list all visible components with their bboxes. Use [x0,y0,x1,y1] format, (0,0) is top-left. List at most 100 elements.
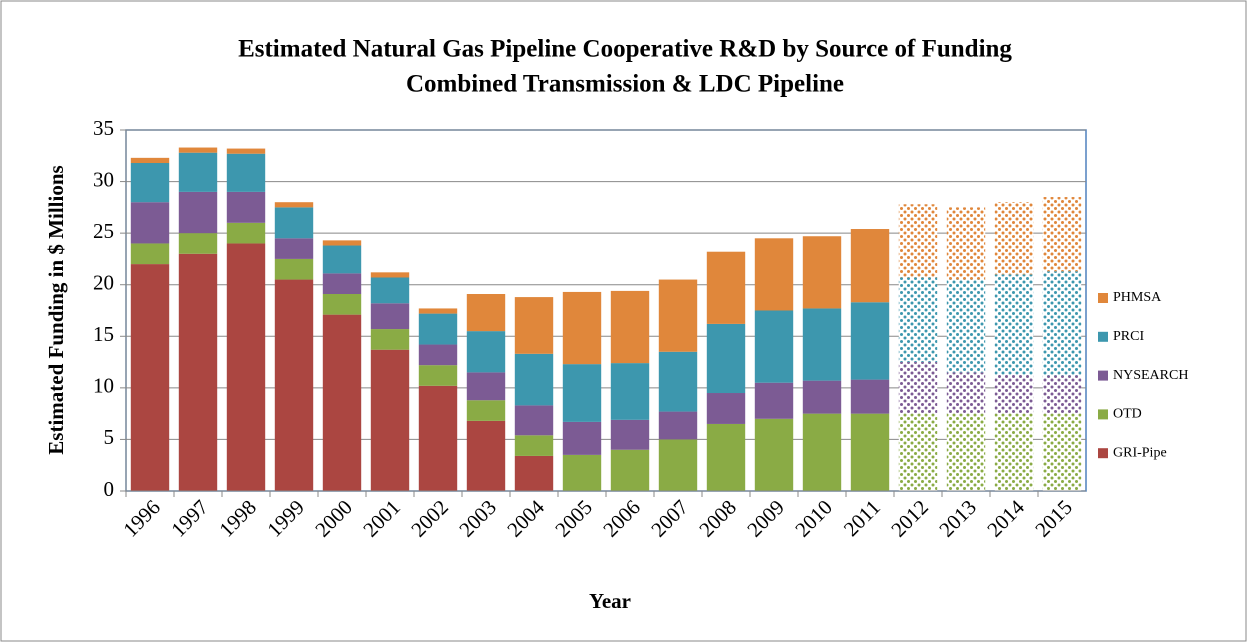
bar-segment [754,382,794,419]
bar-segment [610,449,650,491]
bar-segment [706,423,746,491]
bar-segment [562,421,602,455]
bar-segment [1042,375,1082,414]
bar-segment [802,236,842,309]
bar-segment [418,308,458,314]
chart-subtitle: Combined Transmission & LDC Pipeline [406,71,844,98]
bar-segment [226,148,266,154]
legend-swatch [1098,370,1108,381]
bar-segment [562,364,602,422]
bar-segment [850,229,890,303]
bar-segment [370,329,410,350]
bar-segment [850,379,890,414]
bar-segment [1042,271,1082,376]
bar-segment [226,191,266,223]
bar-segment [658,411,698,440]
bar-segment [322,240,362,246]
y-axis-label: Estimated Funding in $ Millions [44,165,68,454]
bar-segment [322,314,362,491]
bar-segment [898,413,938,491]
bar-segment [130,243,170,265]
bar-segment [370,272,410,278]
bar-segment [178,152,218,192]
bar-segment [370,277,410,304]
legend-swatch [1098,409,1108,420]
bar-segment [706,323,746,394]
bar-segment [514,455,554,491]
bar-segment [370,349,410,491]
bar-segment [274,258,314,280]
bar-segment [226,153,266,192]
bar-segment [226,222,266,244]
y-tick-label: 5 [104,425,115,449]
bar-segment [322,245,362,274]
bar-segment [802,413,842,491]
bar-segment [754,238,794,311]
bar-segment [178,233,218,254]
bar-segment [466,420,506,491]
legend-swatch [1098,293,1108,303]
bar-segment [130,157,170,164]
bar-segment [418,344,458,366]
bar-segment [706,393,746,424]
x-axis-label: Year [589,589,631,613]
bar-segment [274,207,314,239]
bar-segment [370,303,410,330]
bar-segment [274,279,314,491]
bar-segment [418,365,458,386]
bar-segment [898,204,938,278]
bar-segment [946,372,986,414]
bar-segment [850,413,890,491]
bar-segment [610,363,650,420]
legend-label: GRI-Pipe [1113,445,1167,460]
bar-segment [946,207,986,280]
bar-segment [610,290,650,364]
legend-label: NYSEARCH [1113,368,1188,383]
bar-segment [418,313,458,345]
y-tick-label: 25 [93,219,114,243]
bar-segment [850,302,890,380]
bar-segment [466,400,506,421]
chart-title: Estimated Natural Gas Pipeline Cooperati… [238,36,1012,63]
bar-segment [130,163,170,203]
legend-label: PHMSA [1113,290,1162,305]
bar-segment [994,374,1034,414]
y-tick-label: 0 [104,477,115,501]
bar-segment [754,418,794,491]
bar-segment [658,439,698,491]
bar-segment [898,362,938,414]
bar-segment [946,279,986,373]
bar-segment [610,419,650,450]
bar-segment [802,308,842,381]
bar-segment [178,191,218,234]
bar-segment [658,351,698,412]
bar-segment [130,264,170,491]
bar-segment [466,293,506,332]
y-tick-label: 10 [93,374,114,398]
bar-segment [130,202,170,244]
legend-label: OTD [1113,407,1142,422]
bar-segment [562,291,602,365]
bar-segment [274,202,314,208]
bar-segment [706,251,746,324]
y-tick-label: 15 [93,322,114,346]
bar-segment [994,413,1034,491]
bar-segment [226,243,266,491]
legend-swatch [1098,331,1108,342]
bar-segment [658,279,698,352]
bar-segment [1042,197,1082,272]
bar-segment [1042,413,1082,491]
bar-segment [514,405,554,436]
bar-segment [322,273,362,294]
y-tick-label: 30 [93,167,114,191]
bar-segment [994,274,1034,375]
bar-segment [514,435,554,456]
bar-segment [898,277,938,363]
bar-segment [178,253,218,491]
bar-segment [418,385,458,491]
bar-segment [514,353,554,406]
bar-segment [466,331,506,373]
bar-segment [322,293,362,315]
bar-segment [466,372,506,401]
